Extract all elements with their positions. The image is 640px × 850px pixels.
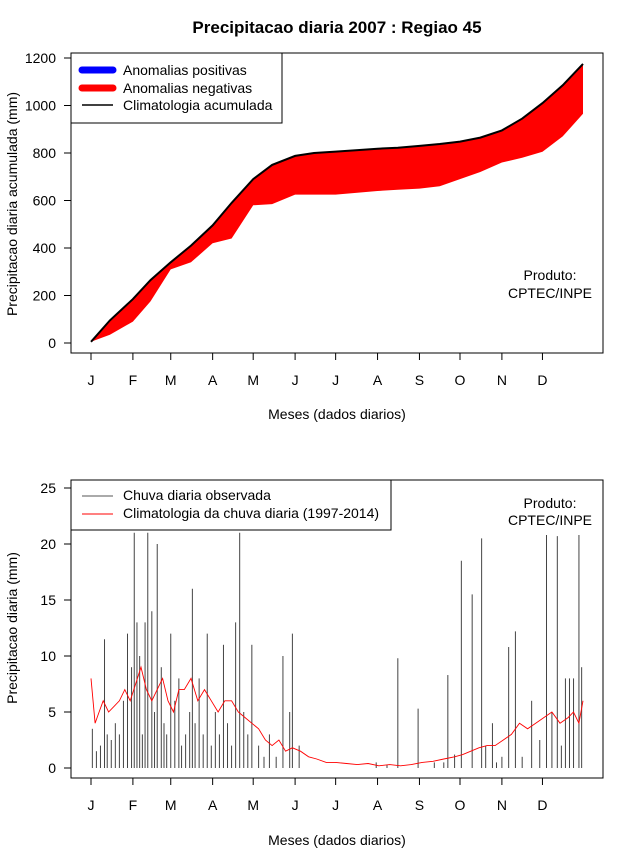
- y-tick-label: 5: [48, 704, 56, 720]
- x-tick-label: M: [165, 372, 177, 388]
- y-tick-label: 1000: [25, 98, 56, 114]
- chart-title: Precipitacao diaria 2007 : Regiao 45: [192, 18, 481, 37]
- legend-box: [70, 479, 392, 531]
- daily-climatology-line: [90, 665, 584, 767]
- x-tick-label: M: [165, 797, 177, 813]
- legend-label-observed: Chuva diaria observada: [123, 487, 271, 503]
- cumulative-precip-panel: 0 200 400 600 800 1000 1200 J F M A M J J A S O N D Meses…: [4, 50, 604, 422]
- legend-label-negative: Anomalias negativas: [123, 80, 252, 96]
- x-tick-label: A: [373, 372, 383, 388]
- x-tick-label: O: [455, 372, 466, 388]
- x-tick-label: J: [88, 372, 95, 388]
- product-label: Produto:: [524, 495, 577, 511]
- y-axis-label: Precipitacao diaria (mm): [4, 552, 20, 704]
- legend-label-climatology: Climatologia da chuva diaria (1997-2014): [123, 505, 379, 521]
- y-tick-label: 200: [33, 288, 57, 304]
- x-tick-label: A: [373, 797, 383, 813]
- product-name: CPTEC/INPE: [508, 512, 592, 528]
- y-tick-label: 20: [40, 536, 56, 552]
- x-tick-label: J: [332, 372, 339, 388]
- legend-label-climatology: Climatologia acumulada: [123, 97, 273, 113]
- x-tick-label: D: [537, 372, 547, 388]
- x-tick-label: J: [88, 797, 95, 813]
- y-axis-label: Precipitacao diaria acumulada (mm): [4, 92, 20, 316]
- daily-precip-panel: 0 5 10 15 20 25 J F M A M J J A S O N D Meses (dados dia…: [4, 479, 604, 848]
- x-tick-label: M: [247, 797, 259, 813]
- x-tick-label: D: [537, 797, 547, 813]
- y-tick-label: 15: [40, 592, 56, 608]
- legend: Anomalias positivas Anomalias negativas …: [70, 52, 283, 124]
- x-axis-label: Meses (dados diarios): [268, 832, 406, 848]
- x-tick-label: O: [455, 797, 466, 813]
- y-tick-label: 400: [33, 240, 57, 256]
- y-tick-label: 800: [33, 145, 57, 161]
- x-tick-label: J: [292, 372, 299, 388]
- x-tick-label: S: [415, 372, 424, 388]
- y-tick-label: 600: [33, 193, 57, 209]
- x-tick-label: A: [208, 797, 218, 813]
- x-tick-label: F: [129, 372, 138, 388]
- x-tick-label: M: [247, 372, 259, 388]
- climatology-cumulative-line: [90, 63, 584, 343]
- x-tick-label: S: [415, 797, 424, 813]
- y-tick-label: 25: [40, 480, 56, 496]
- y-tick-label: 0: [48, 335, 56, 351]
- product-name: CPTEC/INPE: [508, 285, 592, 301]
- x-tick-label: N: [497, 372, 507, 388]
- legend: Chuva diaria observada Climatologia da c…: [70, 479, 392, 531]
- x-tick-label: F: [129, 797, 138, 813]
- x-tick-label: J: [332, 797, 339, 813]
- y-tick-label: 10: [40, 648, 56, 664]
- legend-label-positive: Anomalias positivas: [123, 62, 247, 78]
- x-tick-label: J: [292, 797, 299, 813]
- x-tick-label: A: [208, 372, 218, 388]
- x-axis-label: Meses (dados diarios): [268, 406, 406, 422]
- product-label: Produto:: [524, 267, 577, 283]
- x-tick-label: N: [497, 797, 507, 813]
- y-tick-label: 0: [48, 760, 56, 776]
- y-tick-label: 1200: [25, 50, 56, 66]
